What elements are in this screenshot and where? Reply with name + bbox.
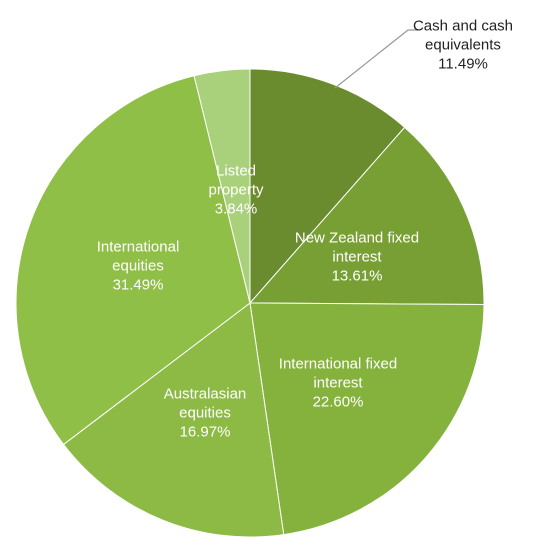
pie-slice — [249, 68, 406, 305]
slice-label: International equities 31.49% — [81, 238, 196, 295]
value-label: 13.61% — [331, 267, 383, 285]
leader-line — [334, 29, 418, 89]
slice-label: International fixed interest 22.60% — [276, 355, 401, 412]
value-label: 16.97% — [179, 423, 231, 441]
value-label: 31.49% — [112, 276, 164, 294]
slice-label: Cash and cash equivalents 11.49% — [403, 17, 523, 74]
category-label: Australasian equities — [163, 385, 247, 422]
slice-label: Australasian equities 16.97% — [148, 385, 263, 442]
slice-label: Listed property 3.84% — [194, 162, 279, 219]
slice-label: New Zealand fixed interest 13.61% — [295, 229, 420, 286]
pie-slice — [193, 68, 251, 304]
category-label: International fixed interest — [278, 355, 398, 392]
pie-slice — [15, 75, 251, 446]
category-label: Listed property — [208, 162, 264, 199]
category-label: International equities — [96, 238, 180, 275]
pie-slice — [249, 302, 485, 536]
value-label: 3.84% — [214, 200, 258, 218]
pie-slice — [248, 126, 485, 305]
value-label: 11.49% — [438, 55, 488, 73]
value-label: 22.60% — [312, 393, 364, 411]
category-label: Cash and cash equivalents — [412, 17, 514, 54]
category-label: New Zealand fixed interest — [294, 229, 420, 266]
